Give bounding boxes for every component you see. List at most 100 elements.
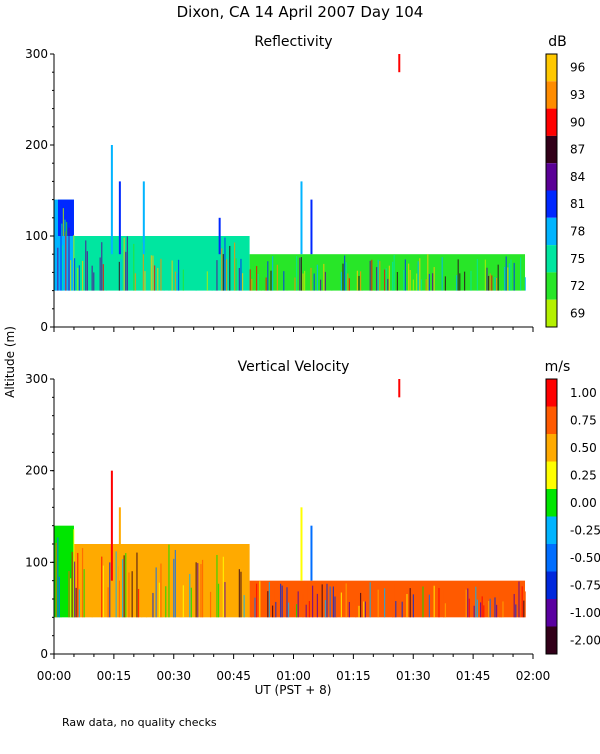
texture-streak [303,270,306,291]
texture-streak [476,599,478,618]
texture-streak [297,591,299,618]
texture-streak [155,567,157,618]
texture-streak [271,256,274,291]
texture-streak [65,222,68,236]
texture-streak [524,277,526,291]
texture-streak [160,258,162,291]
texture-streak [478,582,480,618]
texture-streak [487,275,490,291]
texture-streak [83,569,85,618]
colorbar-swatch [546,434,557,462]
texture-streak [287,602,290,618]
texture-streak [217,583,220,618]
texture-streak [125,553,127,618]
colorbar-swatch [546,626,557,654]
texture-streak [209,591,212,618]
colorbar-label: 84 [570,170,585,184]
echo-spike [118,181,121,255]
y-tick-label: 200 [25,138,48,152]
texture-streak [359,592,362,618]
texture-streak [93,272,95,291]
y-tick-label: 100 [25,555,48,569]
colorbar-swatch [546,489,557,517]
texture-streak [431,273,434,291]
texture-streak [409,588,411,618]
texture-streak [201,559,204,618]
texture-streak [307,582,309,618]
texture-streak [494,597,496,618]
colorbar-label: 0.25 [570,468,597,482]
texture-streak [494,277,496,291]
texture-streak [65,231,67,291]
texture-streak [348,278,350,291]
texture-streak [393,583,395,618]
echo-spikes [110,379,401,581]
colorbar-swatch [546,516,557,544]
texture-streak [470,270,472,291]
colorbar-label: 90 [570,115,585,129]
texture-streak [141,571,143,618]
colorbar-label: 0.50 [570,441,597,455]
texture-streak [412,279,414,291]
texture-streak [78,589,80,618]
colorbar-label: -0.25 [570,523,600,537]
texture-streak [68,227,70,291]
texture-streak [519,584,522,618]
figure-title: Dixon, CA 14 April 2007 Day 104 [177,3,424,21]
texture-streak [73,529,75,618]
texture-streak [505,256,507,291]
x-tick-label: 01:30 [396,669,431,683]
echo-spike [310,525,313,581]
texture-streak [123,555,125,618]
texture-streak [73,258,76,291]
x-axis-label: UT (PST + 8) [255,683,332,697]
colorbar: 1.00 0.75 0.50 0.25 0.00 -0.25 -0.50 -0.75 -1.00… [545,359,600,655]
echo-spike [110,470,113,581]
echo-spike [118,507,121,581]
texture-streak [383,588,386,618]
echo-spike [310,199,313,255]
texture-streak [233,242,236,291]
texture-streak [77,267,79,291]
texture-streak [174,549,176,618]
texture-streak [481,596,483,618]
texture-streak [356,270,358,291]
y-axis-label: Altitude (m) [3,326,17,398]
texture-streak [331,279,333,291]
texture-streak [473,605,475,618]
texture-streak [497,264,499,291]
y-tick-label: 300 [25,372,48,386]
texture-streak [200,564,202,618]
texture-streak [300,257,302,291]
texture-streak [214,240,216,291]
texture-streak [422,586,424,618]
y-tick-label: 0 [40,320,48,334]
texture-streak [58,576,60,618]
texture-streak [515,604,517,618]
texture-streak [255,266,258,291]
texture-streak [395,601,397,618]
y-tick-label: 100 [25,229,48,243]
axes: 0 100 200 300 00:00 00:15 00:30 00:45 01:00 01:15… [25,372,550,683]
texture-streak [118,261,120,291]
echo-spike [300,507,303,581]
data-quality-note: Raw data, no quality checks [62,716,217,729]
texture-streak [279,583,282,618]
texture-streak [121,559,124,618]
texture-streak [369,260,371,291]
texture-streak [255,583,258,618]
echo-texture [57,207,526,291]
texture-streak [281,585,283,618]
panels: Reflectivity 0 100 200 300 96 93 90 87 84 81 78 75 72… [25,34,600,683]
texture-streak [195,255,197,291]
texture-streak [55,542,57,618]
texture-streak [374,267,376,291]
texture-streak [404,259,406,291]
texture-streak [444,276,446,291]
texture-streak [319,279,322,291]
texture-streak [102,264,104,291]
texture-streak [251,600,253,618]
texture-streak [308,601,310,618]
echo-spike [398,54,401,73]
texture-streak [240,258,242,291]
